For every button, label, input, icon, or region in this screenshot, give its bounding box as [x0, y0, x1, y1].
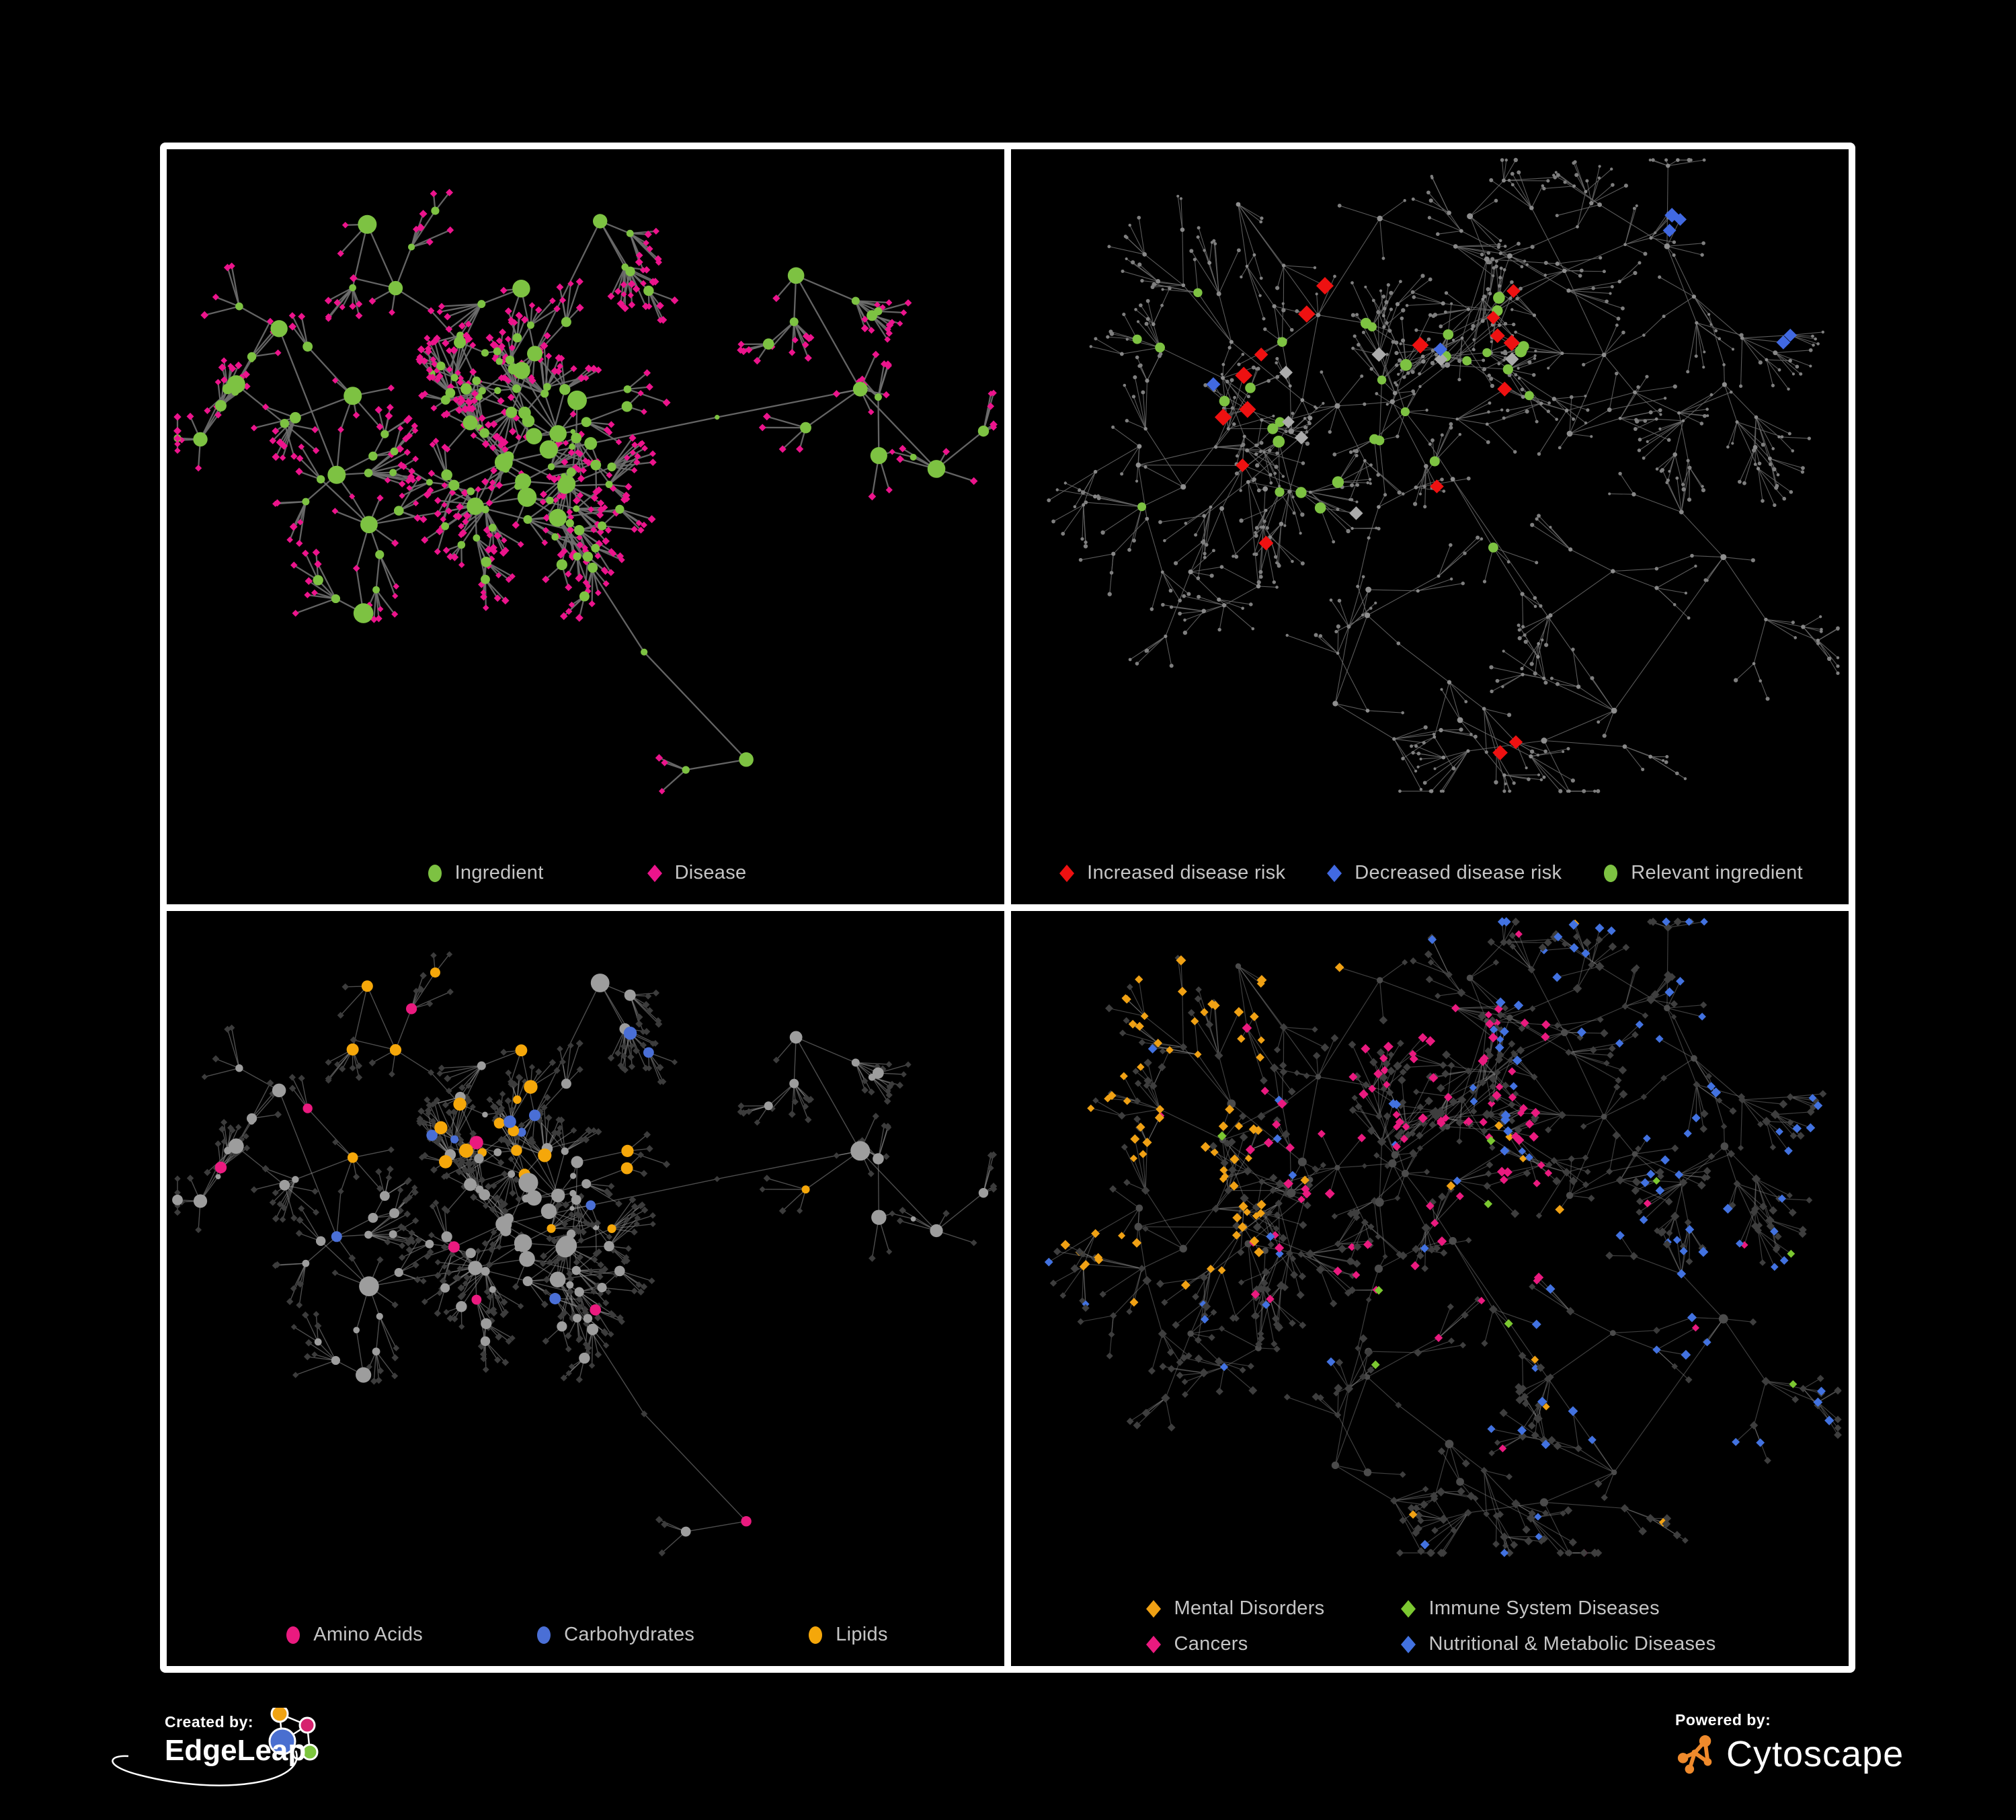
legend-label-decreased-risk: Decreased disease risk	[1355, 862, 1562, 883]
edgeleap-brand-text: EdgeLeap	[165, 1734, 307, 1767]
nutritional-metabolic-diamond-icon	[1401, 1635, 1416, 1653]
increased-risk-diamond-icon	[1059, 864, 1075, 882]
legend-item-nutritional-metabolic: Nutritional & Metabolic Diseases	[1398, 1633, 1716, 1655]
legend-item-mental-disorders: Mental Disorders	[1143, 1597, 1324, 1620]
powered-by-block: Powered by: Cytoscape	[1675, 1711, 1971, 1805]
legend-label-increased-risk: Increased disease risk	[1087, 862, 1286, 883]
relevant-ingredient-circle-icon	[1604, 864, 1618, 882]
legend-label-disease: Disease	[674, 862, 747, 883]
panel-disease-risk: Increased disease risk Decreased disease…	[1011, 149, 1849, 904]
cancers-diamond-icon	[1146, 1635, 1162, 1653]
legend-item-increased-risk: Increased disease risk	[1057, 862, 1285, 884]
network-graph-disease-risk	[1047, 157, 1840, 793]
ingredient-circle-icon	[428, 864, 442, 882]
decreased-risk-diamond-icon	[1327, 864, 1342, 882]
legend-item-immune-diseases: Immune System Diseases	[1398, 1597, 1660, 1620]
immune-diseases-diamond-icon	[1401, 1599, 1416, 1618]
created-by-label: Created by:	[165, 1713, 254, 1731]
panel-ingredient-disease: Ingredient Disease	[167, 149, 1004, 904]
legend-label-ingredient: Ingredient	[454, 862, 544, 883]
legend-item-disease: Disease	[645, 862, 747, 884]
network-graph-ingredient-classes	[172, 951, 998, 1556]
legend-disease-classes: Mental Disorders Immune System Diseases …	[1011, 1597, 1849, 1655]
legend-item-carbohydrates: Carbohydrates	[534, 1624, 694, 1646]
legend-label-mental-disorders: Mental Disorders	[1174, 1597, 1325, 1619]
legend-label-cancers: Cancers	[1174, 1633, 1248, 1655]
legend-label-immune-diseases: Immune System Diseases	[1428, 1597, 1660, 1619]
legend-label-carbohydrates: Carbohydrates	[564, 1624, 695, 1645]
carbohydrates-circle-icon	[537, 1626, 551, 1644]
panel-disease-classes: Mental Disorders Immune System Diseases …	[1011, 911, 1849, 1666]
disease-diamond-icon	[647, 864, 662, 882]
legend-label-nutritional-metabolic: Nutritional & Metabolic Diseases	[1428, 1633, 1716, 1655]
cytoscape-brand-text: Cytoscape	[1726, 1734, 1904, 1774]
mental-disorders-diamond-icon	[1146, 1599, 1162, 1618]
legend-item-ingredient: Ingredient	[425, 862, 544, 884]
legend-label-amino-acids: Amino Acids	[313, 1624, 424, 1645]
legend-item-decreased-risk: Decreased disease risk	[1324, 862, 1562, 884]
cytoscape-logo-icon	[1677, 1735, 1712, 1774]
lipids-circle-icon	[809, 1626, 823, 1644]
panel-grid: Ingredient Disease Increased disease ris…	[160, 143, 1855, 1673]
legend-ingredient-disease: Ingredient Disease	[167, 862, 1004, 884]
legend-disease-risk: Increased disease risk Decreased disease…	[1011, 862, 1849, 884]
network-graph-ingredient-disease	[173, 188, 998, 795]
legend-label-relevant-ingredient: Relevant ingredient	[1631, 862, 1803, 883]
legend-item-cancers: Cancers	[1143, 1633, 1248, 1655]
edgeleap-logo-icon	[112, 1708, 319, 1786]
created-by-block: Created by: EdgeLeap	[112, 1708, 541, 1817]
powered-by-label: Powered by:	[1675, 1711, 1771, 1729]
network-graph-disease-classes	[1044, 917, 1842, 1558]
legend-label-lipids: Lipids	[836, 1624, 888, 1645]
panel-ingredient-classes: Amino Acids Carbohydrates Lipids	[167, 911, 1004, 1666]
legend-item-lipids: Lipids	[805, 1624, 888, 1646]
amino-acids-circle-icon	[286, 1626, 300, 1644]
legend-ingredient-classes: Amino Acids Carbohydrates Lipids	[167, 1624, 1004, 1646]
legend-item-relevant-ingredient: Relevant ingredient	[1601, 862, 1803, 884]
legend-item-amino-acids: Amino Acids	[283, 1624, 423, 1646]
